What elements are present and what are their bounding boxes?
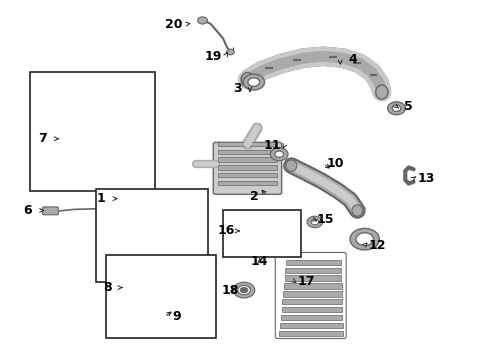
Circle shape: [145, 247, 153, 253]
Bar: [106, 255, 216, 338]
Bar: [131, 229, 178, 233]
Circle shape: [199, 315, 212, 324]
Bar: [131, 222, 178, 226]
Circle shape: [197, 17, 207, 24]
Ellipse shape: [242, 72, 253, 87]
Circle shape: [243, 74, 265, 90]
Bar: [31, 73, 153, 190]
Circle shape: [275, 151, 284, 157]
Circle shape: [107, 158, 120, 168]
Bar: [218, 173, 277, 177]
Ellipse shape: [286, 160, 297, 171]
Circle shape: [104, 159, 114, 167]
Bar: [281, 315, 343, 320]
Text: 20: 20: [166, 18, 183, 31]
Text: 9: 9: [172, 310, 181, 324]
Ellipse shape: [194, 311, 203, 321]
Circle shape: [388, 102, 405, 115]
Circle shape: [202, 318, 209, 322]
Bar: [77, 129, 115, 133]
Text: 7: 7: [38, 132, 47, 145]
Ellipse shape: [118, 259, 130, 268]
Bar: [279, 330, 343, 336]
Text: 18: 18: [221, 284, 239, 297]
Bar: [286, 267, 341, 273]
Text: 4: 4: [348, 53, 357, 66]
Bar: [30, 72, 155, 191]
Bar: [282, 307, 342, 312]
Text: 8: 8: [103, 281, 112, 294]
Text: 13: 13: [417, 172, 435, 185]
Circle shape: [356, 233, 373, 246]
Text: 10: 10: [327, 157, 344, 170]
Circle shape: [240, 287, 248, 293]
Circle shape: [114, 210, 122, 216]
Bar: [131, 215, 178, 219]
Circle shape: [392, 105, 401, 112]
Circle shape: [249, 211, 270, 226]
Bar: [107, 256, 214, 337]
Circle shape: [270, 148, 288, 161]
Circle shape: [233, 282, 255, 298]
Bar: [223, 211, 301, 257]
Bar: [98, 190, 207, 281]
Circle shape: [311, 219, 319, 225]
Text: 15: 15: [317, 213, 334, 226]
Text: 3: 3: [233, 82, 242, 95]
Text: 11: 11: [263, 139, 281, 152]
FancyBboxPatch shape: [213, 142, 282, 194]
FancyBboxPatch shape: [43, 207, 58, 215]
Bar: [77, 136, 115, 140]
Bar: [282, 299, 342, 305]
Bar: [131, 236, 178, 240]
Bar: [218, 181, 277, 185]
Circle shape: [94, 159, 103, 167]
Text: 1: 1: [97, 192, 105, 205]
Ellipse shape: [376, 85, 388, 99]
Circle shape: [252, 226, 268, 238]
Circle shape: [195, 315, 202, 321]
Bar: [77, 121, 115, 125]
Circle shape: [83, 159, 93, 167]
FancyBboxPatch shape: [73, 141, 119, 156]
Text: 17: 17: [297, 275, 315, 288]
Text: 19: 19: [204, 50, 222, 63]
Circle shape: [238, 285, 250, 295]
Bar: [218, 165, 277, 170]
Bar: [218, 157, 277, 162]
Bar: [218, 149, 277, 154]
Bar: [96, 189, 208, 282]
Text: 5: 5: [404, 100, 413, 113]
FancyBboxPatch shape: [128, 209, 181, 244]
Bar: [218, 141, 277, 146]
Bar: [283, 291, 342, 297]
Text: 6: 6: [23, 204, 32, 217]
Circle shape: [117, 159, 127, 167]
Bar: [77, 113, 115, 117]
Text: 12: 12: [368, 239, 386, 252]
Circle shape: [226, 49, 234, 55]
Circle shape: [73, 159, 83, 167]
Circle shape: [350, 228, 379, 250]
Ellipse shape: [352, 205, 363, 216]
Text: 2: 2: [250, 190, 259, 203]
Circle shape: [307, 216, 323, 228]
FancyBboxPatch shape: [75, 107, 117, 145]
Bar: [285, 275, 342, 281]
Circle shape: [110, 161, 117, 166]
Text: 14: 14: [251, 255, 269, 268]
Circle shape: [248, 78, 260, 86]
Circle shape: [128, 159, 138, 167]
Circle shape: [191, 312, 206, 324]
Bar: [284, 283, 342, 289]
Bar: [280, 323, 343, 328]
Bar: [286, 260, 341, 265]
Circle shape: [254, 215, 266, 223]
Circle shape: [255, 229, 264, 235]
Text: 16: 16: [218, 224, 235, 238]
FancyBboxPatch shape: [85, 89, 107, 109]
Bar: [224, 212, 300, 256]
